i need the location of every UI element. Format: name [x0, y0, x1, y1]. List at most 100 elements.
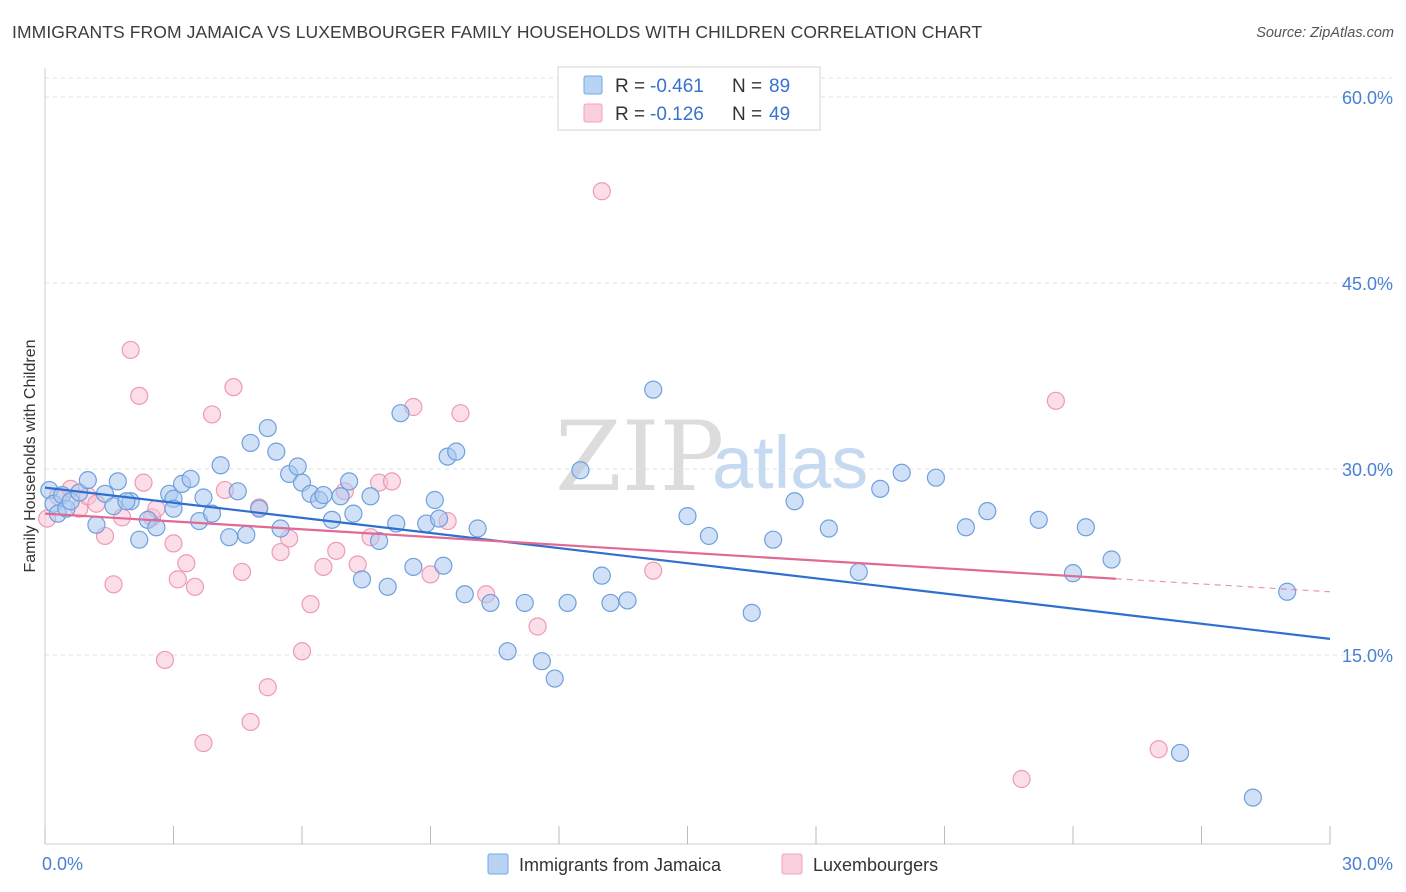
- jamaica-point-52: [447, 442, 466, 461]
- jamaica-point-77: [978, 502, 997, 521]
- x-tick-label-1: 30.0%: [1342, 854, 1393, 874]
- jamaica-point-87: [314, 485, 333, 505]
- luxembourgers-point-26: [271, 542, 290, 562]
- luxembourgers-point-43: [592, 182, 611, 201]
- legend-n-label-2: N =: [732, 104, 762, 125]
- jamaica-point-66: [678, 507, 697, 526]
- luxembourgers-point-30: [314, 557, 333, 577]
- trend-line-jamaica: [44, 486, 1331, 640]
- jamaica-point-61: [571, 461, 590, 480]
- jamaica-point-74: [892, 463, 911, 482]
- jamaica-point-58: [532, 652, 551, 671]
- jamaica-point-80: [1076, 518, 1095, 537]
- jamaica-point-53: [455, 585, 474, 604]
- luxembourgers-point-7: [104, 575, 123, 594]
- luxembourgers-point-25: [258, 678, 277, 697]
- jamaica-point-15: [147, 518, 166, 537]
- bottom-legend-swatch-jamaica: [487, 853, 509, 875]
- bottom-legend: Immigrants from Jamaica Luxembourgers: [487, 853, 938, 875]
- luxembourgers-point-48: [134, 473, 153, 492]
- jamaica-point-25: [228, 482, 247, 501]
- legend-n-value-1: 89: [769, 76, 790, 97]
- bottom-legend-luxembourgers: Luxembourgers: [813, 855, 938, 875]
- jamaica-point-27: [241, 433, 260, 453]
- jamaica-point-30: [267, 442, 286, 461]
- jamaica-point-29: [258, 418, 277, 438]
- legend-r-label-2: R =: [615, 104, 645, 125]
- luxembourgers-point-14: [164, 534, 183, 553]
- jamaica-point-59: [545, 669, 564, 688]
- legend-r-value-2: -0.126: [650, 104, 704, 125]
- jamaica-point-73: [871, 479, 890, 498]
- jamaica-point-13: [130, 530, 149, 549]
- luxembourgers-point-47: [1149, 740, 1168, 759]
- jamaica-point-55: [481, 593, 500, 613]
- legend-r-label-1: R =: [615, 76, 645, 97]
- jamaica-point-21: [194, 488, 213, 507]
- trend-line-luxembourgers-extension: [1115, 578, 1331, 593]
- jamaica-point-57: [515, 593, 534, 613]
- legend-swatch-jamaica: [583, 75, 603, 95]
- jamaica-point-28: [250, 499, 269, 518]
- jamaica-point-67: [699, 526, 719, 546]
- luxembourgers-point-9: [121, 340, 140, 360]
- legend-r-value-1: -0.461: [650, 76, 704, 97]
- legend-box: R = -0.461 N = 89 R = -0.126 N = 49: [557, 66, 821, 131]
- luxembourgers-point-13: [155, 650, 175, 670]
- luxembourgers-point-21: [224, 378, 243, 397]
- legend-swatch-luxembourgers: [583, 103, 603, 123]
- luxembourgers-point-42: [528, 617, 547, 636]
- axes: [44, 68, 1331, 845]
- jamaica-point-60: [558, 593, 577, 613]
- jamaica-point-40: [344, 504, 363, 523]
- x-tick-labels: 0.0% 30.0%: [42, 854, 1393, 874]
- jamaica-point-88: [434, 556, 453, 575]
- luxembourgers-point-22: [232, 562, 252, 582]
- jamaica-point-64: [618, 591, 637, 610]
- luxembourgers-point-16: [177, 554, 196, 573]
- jamaica-point-81: [1102, 550, 1121, 569]
- luxembourgers-point-18: [194, 733, 213, 753]
- y-tick-label-3: 60.0%: [1342, 88, 1393, 108]
- jamaica-point-46: [391, 404, 410, 423]
- jamaica-point-11: [108, 472, 127, 491]
- y-tick-label-0: 15.0%: [1342, 646, 1393, 666]
- luxembourgers-point-29: [301, 595, 320, 614]
- jamaica-point-26: [237, 525, 256, 544]
- jamaica-point-85: [117, 492, 136, 511]
- luxembourgers-point-44: [644, 561, 663, 580]
- source-credit: Source: ZipAtlas.com: [1256, 25, 1394, 41]
- jamaica-point-38: [331, 487, 350, 506]
- watermark-zip: ZIP: [555, 401, 724, 513]
- jamaica-point-47: [404, 557, 423, 577]
- jamaica-point-23: [211, 456, 230, 475]
- jamaica-point-62: [592, 566, 611, 585]
- bottom-legend-swatch-luxembourgers: [781, 853, 803, 875]
- legend-n-label-1: N =: [732, 76, 762, 97]
- luxembourgers-point-31: [327, 541, 346, 560]
- jamaica-point-22: [202, 504, 222, 523]
- luxembourgers-point-23: [241, 712, 260, 732]
- jamaica-point-7: [78, 471, 97, 490]
- jamaica-point-24: [220, 528, 239, 547]
- trend-lines: [44, 486, 1331, 640]
- chart-title: IMMIGRANTS FROM JAMAICA VS LUXEMBOURGER …: [12, 22, 983, 42]
- jamaica-point-82: [1170, 743, 1190, 763]
- luxembourgers-point-10: [130, 386, 149, 405]
- jamaica-point-86: [164, 499, 183, 518]
- jamaica-point-56: [498, 642, 517, 661]
- jamaica-point-84: [1278, 582, 1297, 601]
- jamaica-point-68: [742, 603, 761, 622]
- jamaica-point-54: [468, 519, 487, 538]
- jamaica-point-78: [1029, 510, 1048, 529]
- y-tick-label-2: 45.0%: [1342, 274, 1393, 294]
- legend-n-value-2: 49: [769, 104, 790, 125]
- jamaica-point-69: [764, 530, 783, 549]
- jamaica-point-50: [429, 509, 449, 528]
- jamaica-point-70: [785, 492, 804, 511]
- trend-line-luxembourgers: [44, 512, 1116, 580]
- y-tick-labels: 15.0% 30.0% 45.0% 60.0%: [1342, 88, 1393, 666]
- luxembourgers-point-45: [1012, 769, 1031, 789]
- luxembourgers-point-38: [421, 565, 440, 584]
